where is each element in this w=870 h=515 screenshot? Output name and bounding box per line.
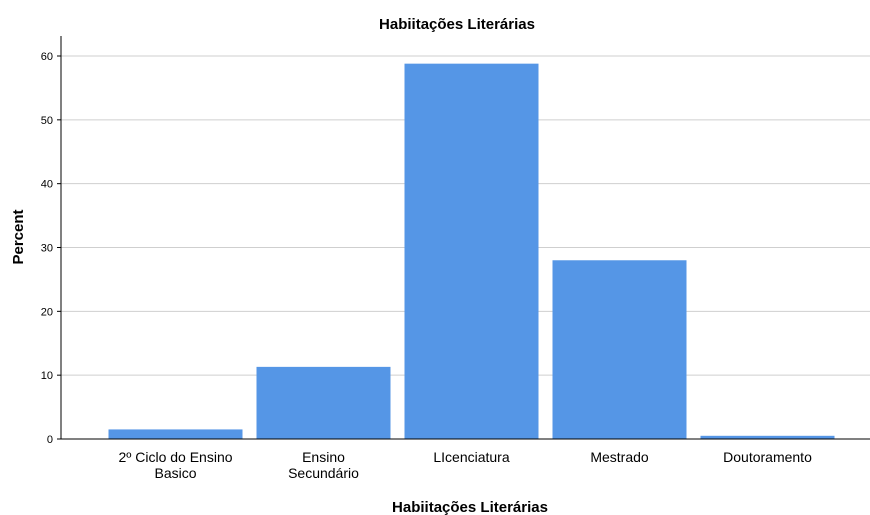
x-axis-title: Habiitações Literárias [392,499,548,515]
y-tick-label: 30 [41,243,53,255]
x-category-label: Doutoramento [723,449,812,465]
y-tick-label: 50 [41,115,53,127]
chart-title: Habiitações Literárias [379,16,535,33]
x-category-label: 2º Ciclo do Ensino [118,449,232,465]
x-category-label: Secundário [288,465,359,481]
x-category-label: Mestrado [590,449,649,465]
y-tick-labels: 0 10 20 30 40 50 60 [41,51,61,446]
x-category-label: Basico [154,465,196,481]
bar [256,366,391,439]
bar [108,429,243,439]
bar [700,435,835,439]
y-tick-label: 40 [41,179,53,191]
bars [108,63,835,439]
bar [404,63,539,439]
y-tick-label: 0 [47,434,53,446]
y-tick-label: 20 [41,306,53,318]
x-category-label: Ensino [302,449,345,465]
y-axis-title: Percent [10,209,27,264]
x-category-label: LIcenciatura [433,449,509,465]
bar [552,260,687,439]
y-tick-label: 60 [41,51,53,63]
y-tick-label: 10 [41,370,53,382]
